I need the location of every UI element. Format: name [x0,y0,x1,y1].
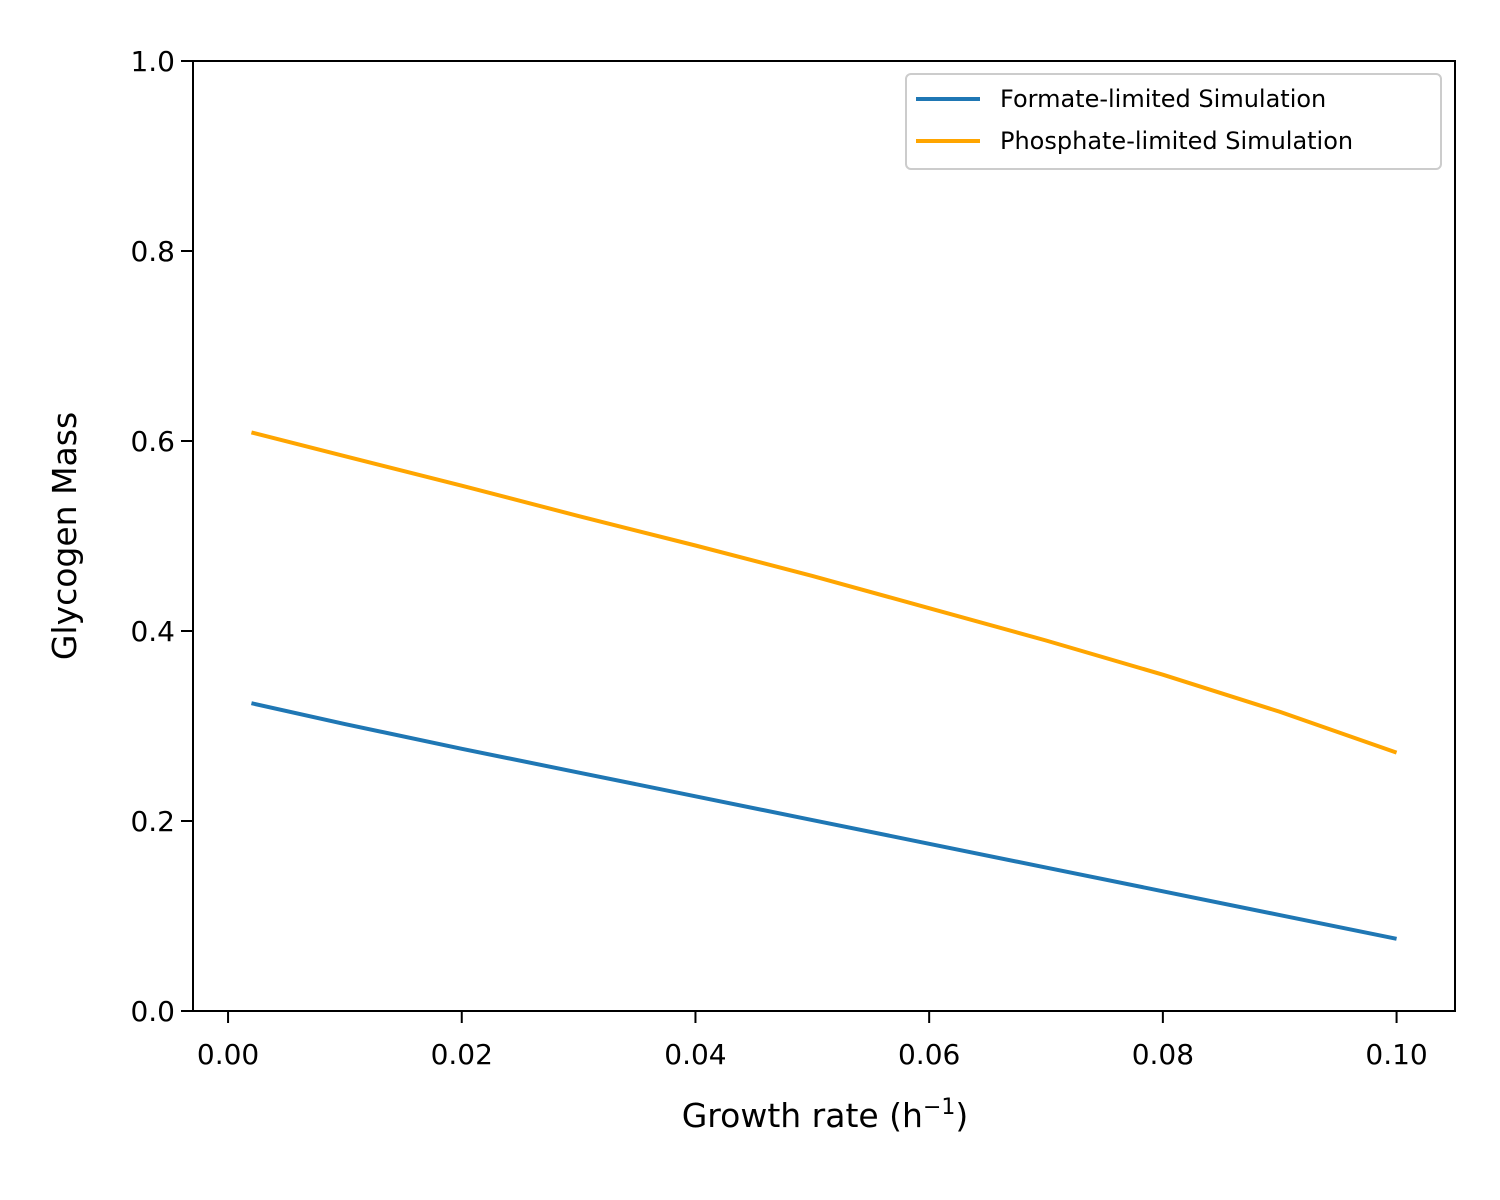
plot-background [193,61,1455,1011]
series-line-1 [250,701,1397,941]
y-tick-label: 0.0 [130,995,175,1028]
x-axis-label-text: Growth rate (h [682,1096,923,1135]
x-tick-label: 0.08 [1132,1038,1194,1071]
y-axis-label: Glycogen Mass [45,412,84,660]
plot-area [193,61,1455,1011]
y-tick-label: 0.6 [130,425,175,458]
legend-box [905,73,1442,170]
x-tick-label: 0.04 [664,1038,726,1071]
y-tick-label: 0.2 [130,805,175,838]
y-tick-label: 0.4 [130,615,175,648]
x-tick-label: 0.00 [197,1038,259,1071]
x-tick-label: 0.10 [1365,1038,1427,1071]
series-layer [250,430,1398,941]
x-tick-label: 0.02 [431,1038,493,1071]
y-tick-label: 1.0 [130,45,175,78]
legend-label: Formate-limited Simulation [1000,85,1326,113]
series-line-2 [250,430,1398,755]
x-axis-label-suffix: ) [955,1096,968,1135]
x-tick-label: 0.06 [898,1038,960,1071]
axes-frame [192,60,1456,1012]
legend-label: Phosphate-limited Simulation [1000,127,1353,155]
axes-layer: 0.00 0.02 0.04 0.06 0.08 0.10 0.0 0.2 0.4 0.6 0.8 1… [130,45,1456,1071]
y-tick-label: 0.8 [130,235,175,268]
x-axis-label-superscript: −1 [923,1095,955,1120]
x-axis-label: Growth rate (h−1) [682,1095,969,1135]
legend: Formate-limited Simulation Phosphate-limi… [905,73,1442,170]
